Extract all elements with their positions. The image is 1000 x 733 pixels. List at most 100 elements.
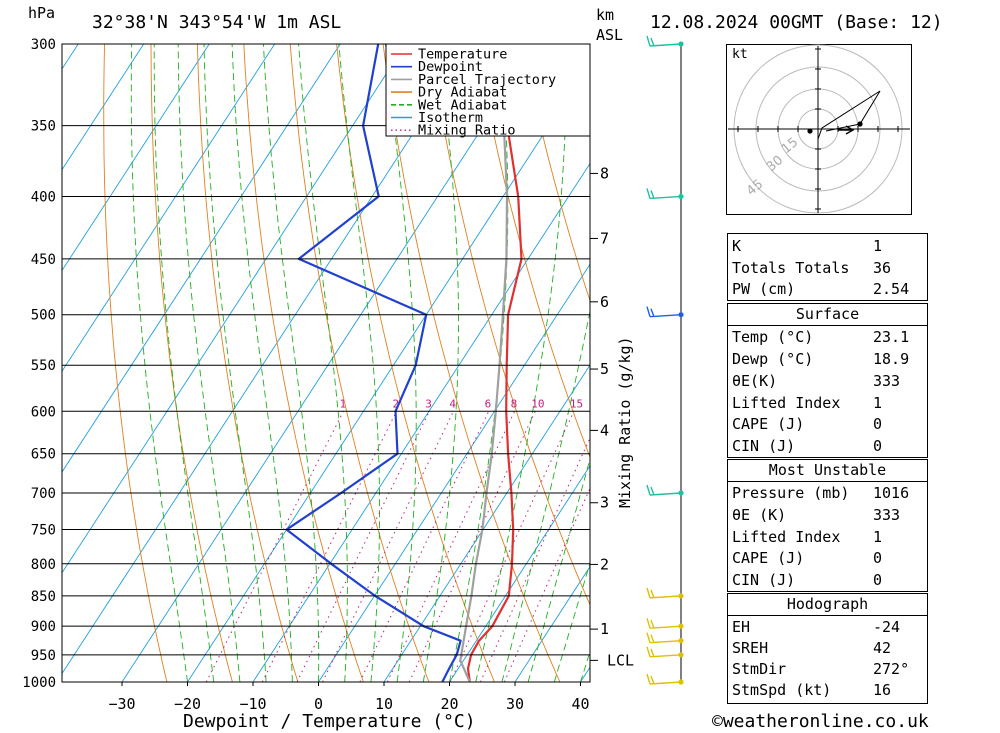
hodograph-trace: [817, 90, 881, 140]
height-tick-label: 1: [600, 620, 609, 638]
eh-label: EH: [732, 618, 751, 636]
sreh-value: 42: [873, 639, 892, 657]
wind-barb: [646, 587, 682, 599]
legend-entry-label: Dewpoint: [418, 59, 483, 75]
pressure-tick-label: 450: [31, 252, 56, 268]
pressure-tick-label: 900: [31, 619, 56, 635]
mu-theta-value: 333: [873, 506, 901, 524]
wet-adiabat-line: [130, 44, 188, 682]
mu-cin-value: 0: [873, 571, 883, 589]
surface-title: Surface: [795, 305, 860, 323]
mixing-ratio-line: [261, 411, 397, 682]
pw-value: 2.54: [873, 280, 910, 298]
dry-adiabat-line: [521, 44, 590, 303]
mixing-ratio-tick-label: 6: [485, 397, 492, 410]
k-index-value: 1: [873, 237, 883, 255]
wind-barb: [646, 306, 682, 318]
legend-entry-label: Temperature: [418, 47, 507, 63]
mixing-ratio-tick-label: 4: [449, 397, 456, 410]
stmspd-value: 16: [873, 681, 892, 699]
pressure-tick-label: 650: [31, 447, 56, 463]
isotherm-line: [252, 162, 590, 682]
isotherm-line: [187, 61, 590, 682]
most-unstable-title: Most Unstable: [768, 461, 887, 479]
mixing-ratio-tick-label: 20: [598, 397, 611, 410]
hodograph-unit-label: kt: [732, 47, 748, 62]
surface-temp-value: 23.1: [873, 328, 910, 346]
height-tick-label: 2: [600, 555, 609, 573]
temperature-tick-label: 40: [571, 695, 589, 713]
pw-label: PW (cm): [732, 280, 796, 298]
surface-temp-label: Temp (°C): [732, 328, 814, 346]
wet-adiabat-line: [203, 44, 267, 682]
wet-adiabat-line: [501, 309, 590, 682]
pressure-unit-label: hPa: [28, 4, 55, 22]
mixing-ratio-axis-label: Mixing Ratio (g/kg): [616, 336, 634, 508]
dry-adiabat-line: [150, 44, 233, 682]
wet-adiabat-line: [298, 44, 348, 682]
pressure-tick-label: 1000: [22, 675, 56, 691]
wet-adiabat-line: [475, 44, 567, 682]
mu-pressure-label: Pressure (mb): [732, 484, 850, 502]
surface-dewp-label: Dewp (°C): [732, 350, 814, 368]
datetime-title: 12.08.2024 00GMT (Base: 12): [650, 12, 943, 33]
isotherm-line: [62, 44, 472, 675]
parcel-trajectory-series: [459, 44, 509, 682]
pressure-tick-label: 950: [31, 648, 56, 664]
surface-cape-value: 0: [873, 415, 883, 433]
height-unit-label: km: [596, 6, 614, 24]
mu-li-value: 1: [873, 528, 883, 546]
temperature-tick-label: 30: [506, 695, 524, 713]
wind-barb-dot: [678, 193, 684, 200]
mu-cape-label: CAPE (J): [732, 549, 805, 567]
most-unstable-table: Most Unstable Pressure (mb) 1016 θE (K) 33…: [727, 459, 928, 592]
temperature-tick-label: 0: [314, 695, 323, 713]
wet-adiabat-line: [153, 44, 215, 682]
pressure-tick-label: 850: [31, 589, 56, 605]
height-tick-label: 8: [600, 164, 609, 182]
k-index-label: K: [732, 237, 742, 255]
mu-cin-label: CIN (J): [732, 571, 796, 589]
stmdir-value: 272°: [873, 660, 910, 678]
wet-adiabat-line: [338, 44, 381, 682]
pressure-tick-label: 550: [31, 358, 56, 374]
temperature-tick-label: 10: [375, 695, 393, 713]
wet-adiabat-line: [384, 44, 417, 682]
height-tick-label: 5: [600, 360, 609, 378]
isotherm-line: [62, 44, 407, 574]
dewpoint-series: [285, 44, 462, 682]
wet-adiabat-line: [553, 561, 590, 682]
mixing-ratio-tick-label: 8: [511, 397, 518, 410]
pressure-tick-label: 300: [31, 37, 56, 53]
location-title: 32°38'N 343°54'W 1m ASL: [92, 12, 341, 33]
isotherm-line: [0, 44, 13, 682]
stmspd-label: StmSpd (kt): [732, 681, 832, 699]
indices-table: K 1 Totals Totals 36 PW (cm) 2.54: [727, 233, 928, 301]
mu-pressure-value: 1016: [873, 484, 910, 502]
dry-adiabat-line: [103, 44, 168, 682]
legend-entry-label: Dry Adiabat: [418, 85, 507, 101]
wet-adiabat-line: [527, 457, 590, 682]
mixing-ratio-tick-label: 3: [425, 397, 432, 410]
isotherm-line: [62, 44, 210, 272]
surface-dewp-value: 18.9: [873, 350, 910, 368]
isotherm-line: [62, 44, 276, 373]
legend-entry-label: Mixing Ratio: [418, 123, 516, 139]
temperature-tick-label: 20: [440, 695, 458, 713]
temperature-tick-label: −10: [239, 695, 266, 713]
hodograph-table-title: Hodograph: [786, 595, 869, 613]
x-axis-title: Dewpoint / Temperature (°C): [183, 711, 476, 732]
wind-barb: [646, 632, 682, 644]
surface-cape-label: CAPE (J): [732, 415, 805, 433]
mixing-ratio-line: [322, 411, 454, 682]
pressure-tick-label: 500: [31, 308, 56, 324]
legend-entry-label: Wet Adiabat: [418, 97, 507, 113]
isotherm-line: [318, 263, 590, 682]
mixing-ratio-line: [296, 411, 430, 682]
pressure-tick-label: 800: [31, 557, 56, 573]
mu-cape-value: 0: [873, 549, 883, 567]
surface-li-value: 1: [873, 394, 883, 412]
